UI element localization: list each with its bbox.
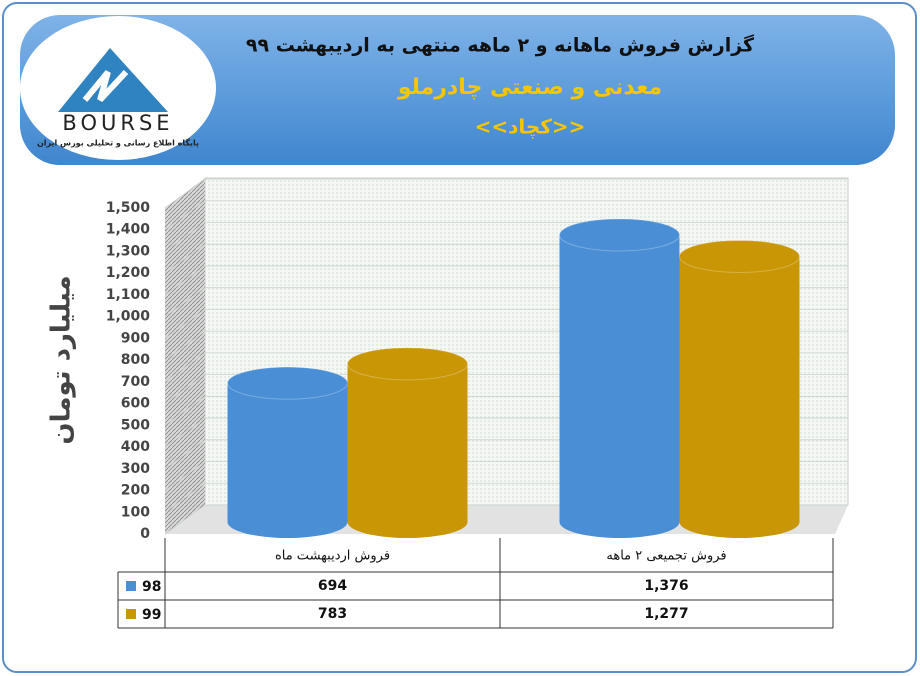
table-lines (117, 538, 834, 629)
y-tick-label: 200 (121, 483, 150, 499)
logo-text: BOURSE (62, 111, 173, 135)
legend-label: 99 (142, 607, 161, 623)
table-value: 783 (318, 606, 347, 622)
y-tick-label: 0 (140, 526, 150, 542)
legend-label: 98 (142, 579, 161, 595)
y-tick-label: 600 (121, 396, 150, 412)
bar-top (227, 366, 348, 400)
bar (347, 347, 468, 538)
y-tick-label: 1,500 (106, 200, 151, 216)
bar-top (679, 239, 800, 273)
logo-mark-line (82, 69, 129, 103)
logo-caption: پایگاه اطلاع رسانی و تحلیلی بورس ایران (37, 138, 199, 149)
grid-line (164, 178, 848, 209)
y-tick-label: 1,100 (106, 287, 151, 303)
y-tick-label: 1,300 (106, 243, 151, 259)
y-tick-label: 300 (121, 461, 150, 477)
y-tick-label: 500 (121, 417, 150, 433)
data-table (117, 538, 834, 629)
table-value: 1,277 (644, 606, 688, 622)
y-tick-label: 700 (121, 374, 150, 390)
y-tick-label: 800 (121, 352, 150, 368)
bar-top (559, 218, 680, 252)
table-value: 694 (318, 578, 347, 594)
y-tick-label: 1,400 (106, 222, 151, 238)
bar (679, 240, 800, 538)
legend-swatch (126, 609, 136, 619)
banner (20, 15, 895, 165)
y-axis-label: میلیارد تومان (47, 275, 77, 444)
y-tick-label: 1,000 (106, 309, 151, 325)
bar-top (347, 347, 468, 381)
chart-title: گزارش فروش ماهانه و ۲ ماهه منتهی به اردی… (246, 34, 755, 57)
y-tick-label: 400 (121, 439, 150, 455)
bar (559, 218, 680, 538)
side-wall (165, 178, 205, 534)
grid-line (164, 200, 848, 231)
symbol: <<کچاد>> (475, 115, 586, 140)
chart-subtitle: معدنی و صنعتی چادرملو (397, 75, 662, 100)
table-value: 1,376 (644, 578, 688, 594)
x-tick-label: فروش اردیبهشت ماه (275, 549, 390, 564)
y-tick-label: 900 (121, 330, 150, 346)
bar (227, 367, 348, 538)
y-tick-label: 100 (121, 504, 150, 520)
x-tick-label: فروش تجمیعی ۲ ماهه (606, 549, 726, 564)
legend-swatch (126, 581, 136, 591)
y-tick-label: 1,200 (106, 265, 151, 281)
